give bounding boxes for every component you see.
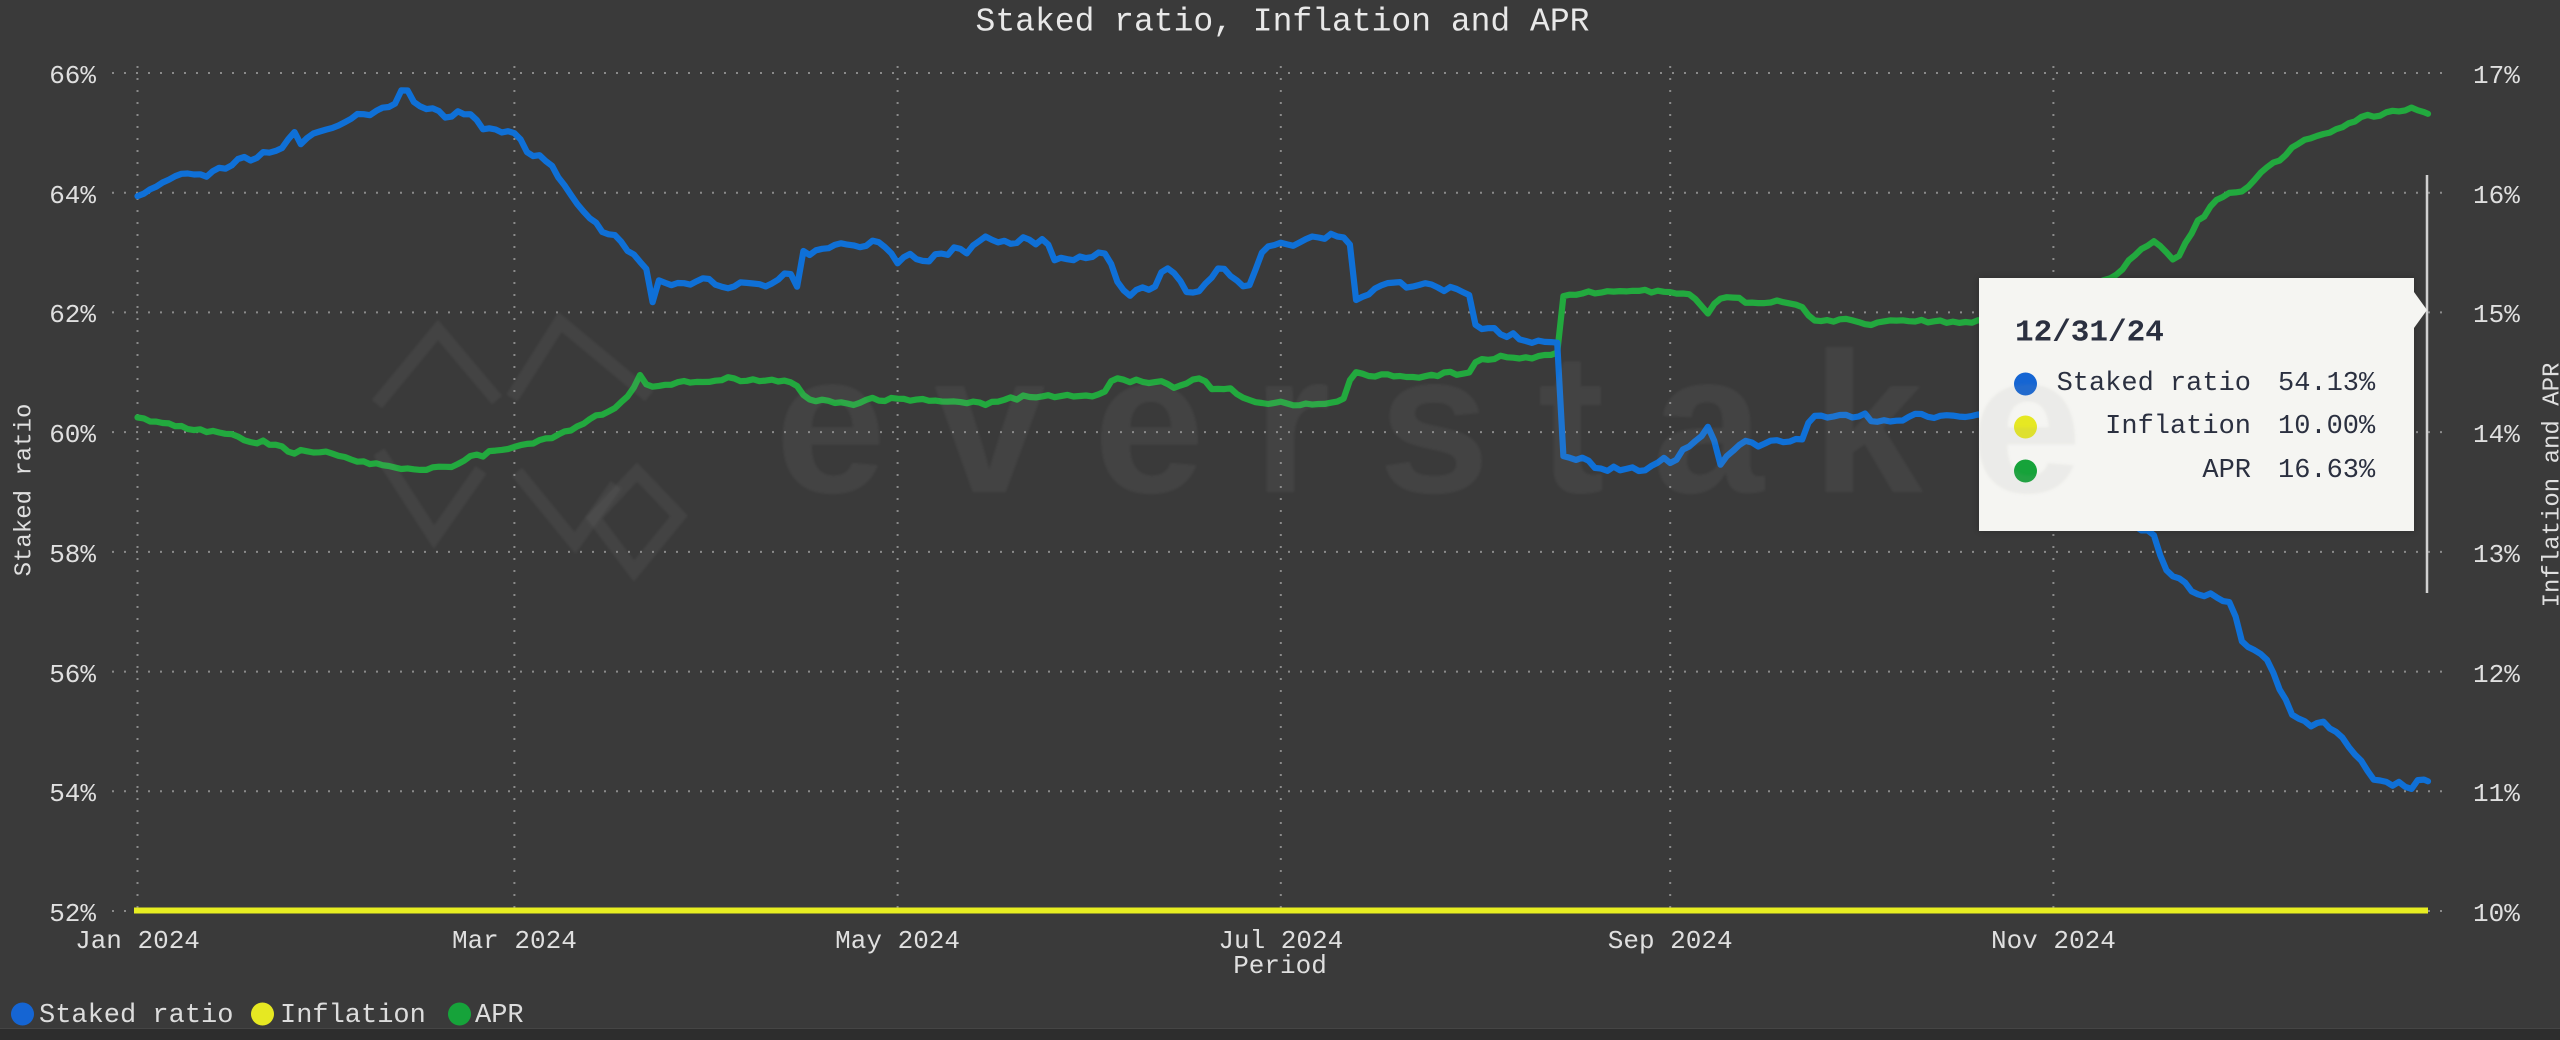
svg-text:everstake: everstake (775, 312, 2130, 535)
